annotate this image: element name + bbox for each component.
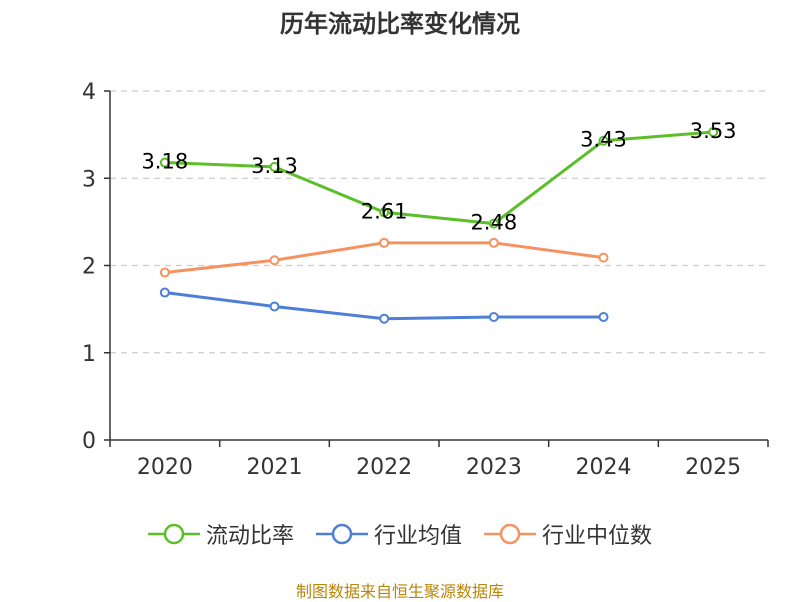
data-point-industry-median <box>488 237 499 248</box>
chart-title: 历年流动比率变化情况 <box>280 10 520 38</box>
source-note: 制图数据来自恒生聚源数据库 <box>295 582 504 601</box>
legend-label: 行业均值 <box>373 524 462 549</box>
data-point-current-ratio <box>159 157 170 168</box>
data-label: 2.61 <box>361 199 408 223</box>
data-point-industry-mean <box>488 311 499 322</box>
data-point-industry-mean <box>379 313 390 324</box>
x-tick-label: 2021 <box>247 455 303 480</box>
data-point-industry-mean <box>269 301 280 312</box>
legend-line-icon <box>147 523 200 545</box>
y-tick-label: 2 <box>82 255 96 280</box>
data-point-industry-median <box>159 267 170 278</box>
x-tick-label: 2020 <box>137 455 193 480</box>
x-tick-label: 2023 <box>466 455 522 480</box>
data-point-current-ratio <box>598 135 609 146</box>
legend-item-current-ratio[interactable]: 流动比率 <box>147 518 294 550</box>
legend: 流动比率 行业均值 行业中位数 <box>0 518 800 550</box>
data-label: 3.43 <box>580 128 627 152</box>
legend-line-icon <box>315 523 368 545</box>
data-point-industry-mean <box>598 311 609 322</box>
y-tick-label: 1 <box>82 342 96 367</box>
data-point-industry-median <box>598 252 609 263</box>
y-tick-label: 4 <box>82 80 96 105</box>
y-tick-label: 0 <box>82 429 96 454</box>
legend-label: 行业中位数 <box>542 524 653 549</box>
data-point-industry-mean <box>159 287 170 298</box>
x-tick-label: 2025 <box>685 455 741 480</box>
data-point-industry-median <box>379 237 390 248</box>
data-point-current-ratio <box>269 161 280 172</box>
legend-line-icon <box>484 523 536 545</box>
data-label: 3.53 <box>690 119 737 143</box>
data-point-current-ratio <box>488 218 499 229</box>
data-point-current-ratio <box>379 207 390 218</box>
legend-item-industry-mean[interactable]: 行业均值 <box>315 518 462 550</box>
x-tick-label: 2022 <box>356 455 412 480</box>
legend-label: 流动比率 <box>205 524 294 549</box>
x-tick-label: 2024 <box>576 455 632 480</box>
data-point-industry-median <box>269 255 280 266</box>
legend-item-industry-median[interactable]: 行业中位数 <box>484 518 652 550</box>
series-line-current-ratio <box>164 130 714 226</box>
data-label: 3.18 <box>141 150 188 174</box>
data-point-current-ratio <box>708 127 719 138</box>
data-label: 3.13 <box>251 154 298 178</box>
data-label: 2.48 <box>470 211 517 235</box>
y-tick-label: 3 <box>82 167 96 192</box>
